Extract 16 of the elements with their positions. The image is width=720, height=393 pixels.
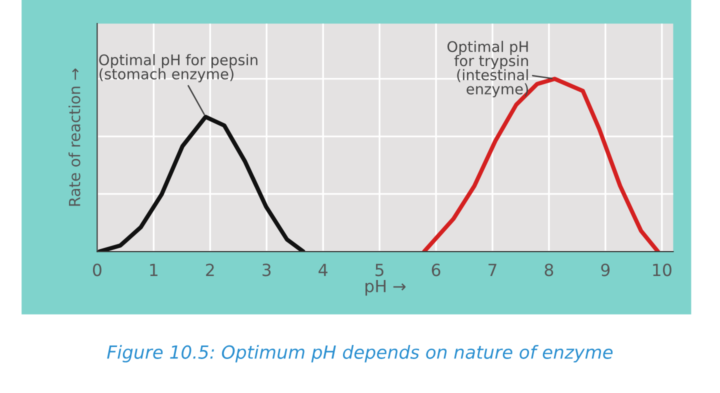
annotation: Optimal pH for trypsin (intestinal enzyme) <box>447 40 528 98</box>
x-tick-label: 4 <box>318 264 328 276</box>
annotation: Optimal pH for pepsin (stomach enzyme) <box>99 54 258 82</box>
caption: Figure 10.5: Optimum pH depends on nature of enzyme <box>107 344 613 362</box>
y-axis-title: Rate of reaction → <box>68 68 80 206</box>
x-tick-label: 5 <box>376 264 384 276</box>
x-axis-title: pH → <box>366 280 406 296</box>
x-tick-label: 9 <box>601 264 610 276</box>
x-tick-label: 6 <box>432 264 440 276</box>
x-tick-label: 0 <box>92 264 102 276</box>
x-tick-label: 7 <box>488 264 496 276</box>
x-tick-label: 2 <box>206 264 214 276</box>
x-tick-label: 8 <box>544 264 554 276</box>
x-tick-label: 10 <box>653 264 672 276</box>
x-tick-label: 1 <box>150 264 158 276</box>
x-tick-label: 3 <box>262 264 271 276</box>
